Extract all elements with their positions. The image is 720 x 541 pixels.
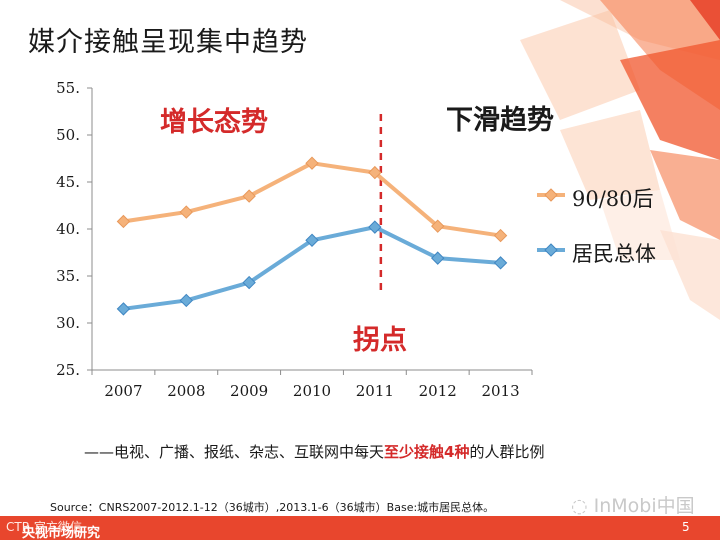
series-1-point	[431, 219, 445, 233]
series-1-point	[179, 205, 193, 219]
legend-label-series-2: 居民总体	[572, 242, 656, 266]
footer-organization: 央视市场研究	[22, 526, 101, 541]
caption-suffix: 的人群比例	[469, 443, 545, 461]
y-tick-label: 40.	[56, 220, 80, 238]
series-2-point	[116, 302, 131, 316]
series-1-point	[242, 189, 256, 203]
series-2-point	[242, 275, 256, 290]
brand-watermark: ◌ InMobi中国	[571, 491, 695, 518]
series-1-point	[493, 228, 508, 243]
page-number: 5	[682, 520, 690, 534]
series-2-point	[179, 293, 193, 308]
decline-annotation: 下滑趋势	[446, 105, 554, 136]
chart-caption: ——电视、广播、报纸、杂志、互联网中每天至少接触4种的人群比例	[84, 441, 544, 462]
x-tick-label: 2008	[167, 382, 205, 400]
source-note: Source：CNRS2007-2012.1-12（36城市）,2013.1-6…	[50, 501, 495, 514]
x-tick-label: 2011	[356, 382, 394, 400]
x-tick-label: 2013	[481, 382, 519, 400]
turning-point-annotation: 拐点	[353, 325, 407, 356]
caption-prefix: ——电视、广播、报纸、杂志、互联网中每天	[84, 443, 385, 461]
series-2-point	[368, 220, 382, 234]
x-tick-label: 2010	[293, 382, 331, 400]
y-tick-label: 55.	[56, 79, 80, 97]
series-2-point	[431, 251, 445, 265]
y-tick-label: 30.	[56, 314, 80, 332]
footer-watermark: CTR 官方微信	[6, 520, 82, 534]
growth-annotation: 增长态势	[160, 107, 268, 138]
slide-title: 媒介接触呈现集中趋势	[28, 27, 308, 58]
y-tick-label: 50.	[56, 126, 80, 144]
y-tick-label: 35.	[56, 267, 80, 285]
series-2-point	[305, 233, 319, 247]
legend-label-series-1: 90/80后	[572, 187, 654, 211]
series-2-point	[493, 256, 508, 270]
x-tick-label: 2012	[419, 382, 457, 400]
series-1-point	[305, 156, 319, 170]
caption-highlight: 至少接触4种	[384, 443, 470, 461]
brand-text: InMobi中国	[593, 495, 695, 517]
series-1-point	[368, 165, 382, 180]
legend-marker-series-2	[544, 243, 558, 257]
wechat-icon: ◌	[571, 495, 594, 517]
x-tick-label: 2007	[104, 382, 142, 400]
series-line-1	[123, 161, 501, 238]
legend-marker-series-1	[544, 188, 558, 202]
y-tick-label: 45.	[56, 173, 80, 191]
x-tick-label: 2009	[230, 382, 268, 400]
y-tick-label: 25.	[56, 361, 80, 379]
footer-bar	[0, 516, 720, 540]
series-1-point	[116, 214, 131, 229]
